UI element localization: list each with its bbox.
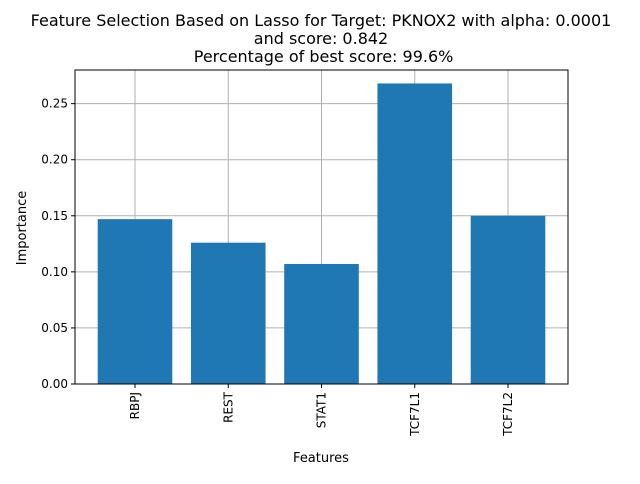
chart-title-line-1: Feature Selection Based on Lasso for Tar…	[31, 11, 612, 30]
y-tick-label: 0.15	[41, 209, 68, 223]
y-tick-label: 0.05	[41, 321, 68, 335]
chart-title-line-3: Percentage of best score: 99.6%	[189, 47, 454, 66]
bar-stat1	[284, 264, 359, 384]
x-tick-label: TCF7L1	[408, 392, 422, 437]
x-axis-label: Features	[293, 451, 349, 466]
tick-layer: 0.00 0.05 0.10 0.15 0.20 0.25 RBPJ REST STAT1 TCF…	[41, 97, 515, 437]
y-tick-label: 0.00	[41, 377, 68, 391]
bar-rest	[190, 242, 266, 384]
y-axis-label: Importance	[15, 191, 30, 266]
x-tick-label: RBPJ	[128, 392, 142, 419]
y-tick-label: 0.20	[41, 153, 68, 167]
x-tick-label: TCF7L2	[501, 392, 515, 437]
chart-title-line-2: and score: 0.842	[254, 29, 388, 48]
bar-rbpj	[97, 219, 173, 384]
bar-layer	[97, 83, 546, 384]
x-tick-label: STAT1	[315, 392, 329, 428]
plot-frame	[74, 69, 569, 385]
y-tick-label: 0.10	[41, 265, 68, 279]
y-tick-label: 0.25	[41, 97, 68, 111]
x-tick-label: REST	[221, 391, 235, 423]
bar-tcf7l2	[470, 215, 546, 384]
bar-tcf7l1	[377, 83, 453, 384]
